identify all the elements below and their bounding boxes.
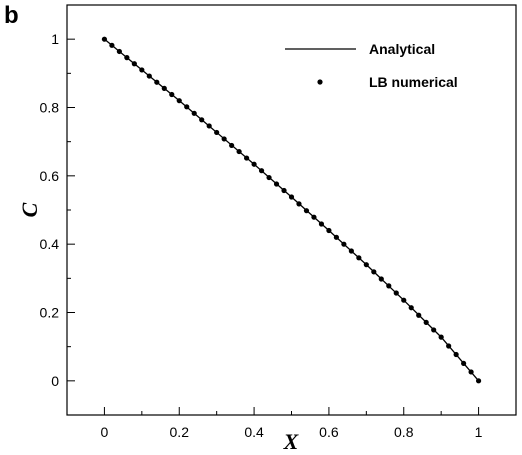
data-point: [386, 283, 391, 288]
data-point: [251, 162, 256, 167]
data-point: [424, 320, 429, 325]
legend-label-analytical: Analytical: [369, 41, 435, 57]
data-point: [379, 276, 384, 281]
data-point: [431, 327, 436, 332]
legend-label-lb-numerical: LB numerical: [369, 74, 458, 90]
data-point: [124, 55, 129, 60]
data-point: [214, 130, 219, 135]
y-tick-label: 0.8: [40, 100, 60, 116]
data-point: [237, 149, 242, 154]
data-point: [454, 352, 459, 357]
data-point: [169, 92, 174, 97]
data-point: [446, 343, 451, 348]
data-point: [401, 298, 406, 303]
data-point: [326, 228, 331, 233]
data-point: [222, 136, 227, 141]
data-point: [334, 235, 339, 240]
x-tick-label: 0.2: [170, 424, 190, 440]
data-point: [349, 248, 354, 253]
x-tick-label: 1: [475, 424, 483, 440]
data-point: [476, 378, 481, 383]
data-point: [281, 188, 286, 193]
y-tick-label: 0.6: [40, 168, 60, 184]
data-point: [154, 80, 159, 85]
y-tick-label: 1: [51, 31, 59, 47]
y-tick-label: 0.2: [40, 305, 60, 321]
legend-marker-swatch: [317, 79, 322, 84]
panel-letter: b: [4, 2, 19, 29]
data-point: [461, 361, 466, 366]
data-point: [469, 369, 474, 374]
x-axis-title: X: [283, 429, 300, 454]
data-point: [439, 335, 444, 340]
data-point: [162, 86, 167, 91]
y-axis: 0 0.2 0.4 0.6 0.8 1: [40, 5, 75, 415]
x-tick-label: 0.6: [319, 424, 339, 440]
y-tick-label: 0.4: [40, 236, 60, 252]
data-point: [184, 104, 189, 109]
data-point: [341, 242, 346, 247]
data-point: [199, 117, 204, 122]
data-point: [409, 305, 414, 310]
data-point: [304, 208, 309, 213]
data-point: [244, 155, 249, 160]
plot-frame: [67, 5, 516, 415]
data-point: [192, 111, 197, 116]
data-point: [416, 313, 421, 318]
data-point: [109, 43, 114, 48]
data-point: [229, 143, 234, 148]
y-tick-label: 0: [51, 373, 59, 389]
data-point: [364, 262, 369, 267]
data-point: [274, 181, 279, 186]
data-point: [356, 255, 361, 260]
data-point: [311, 215, 316, 220]
x-tick-label: 0.8: [394, 424, 414, 440]
data-point: [117, 49, 122, 54]
x-tick-label: 0: [101, 424, 109, 440]
x-tick-label: 0.4: [244, 424, 264, 440]
legend: Analytical LB numerical: [285, 41, 458, 90]
series-line-analytical: [104, 39, 478, 381]
data-point: [177, 98, 182, 103]
data-point: [102, 37, 107, 42]
data-point: [371, 269, 376, 274]
data-point: [319, 221, 324, 226]
y-axis-title: C: [17, 202, 42, 217]
data-point: [289, 194, 294, 199]
data-point: [139, 67, 144, 72]
data-point: [207, 123, 212, 128]
data-point: [132, 61, 137, 66]
data-point: [266, 175, 271, 180]
data-point: [259, 168, 264, 173]
data-point: [296, 201, 301, 206]
data-point: [147, 73, 152, 78]
data-point: [394, 290, 399, 295]
